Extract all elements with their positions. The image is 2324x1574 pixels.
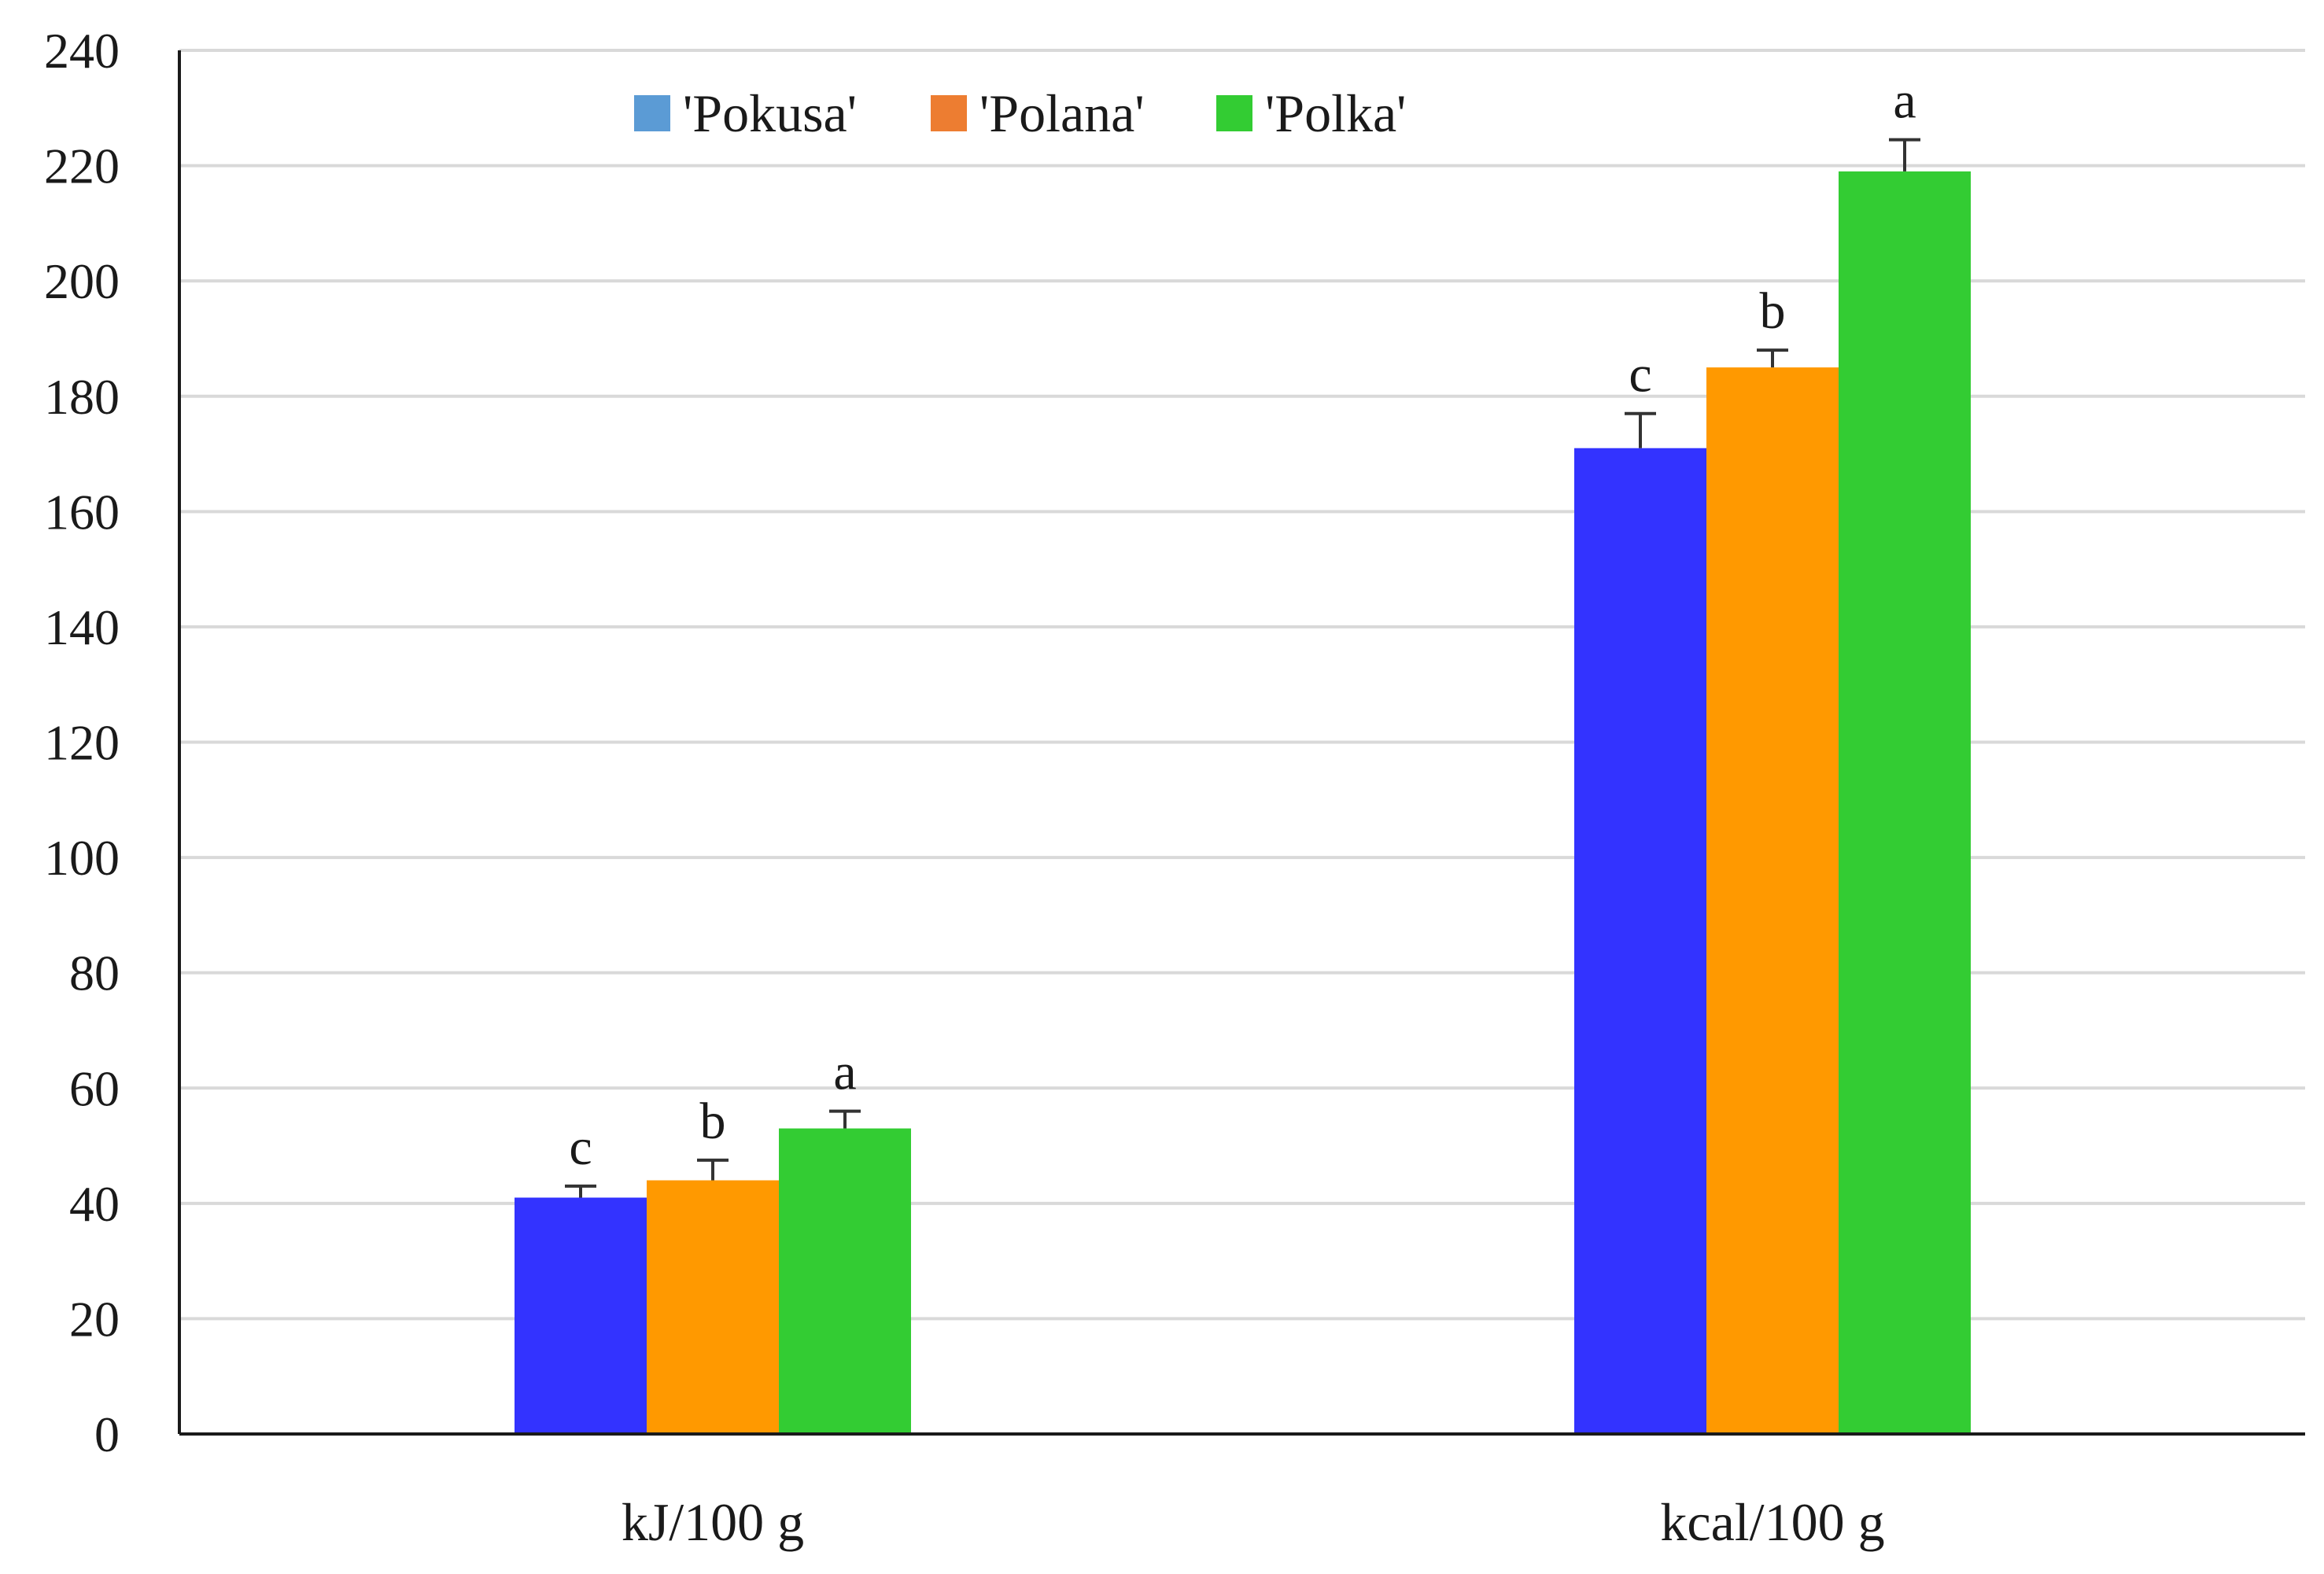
- significance-letter: a: [1893, 72, 1916, 130]
- y-tick-label: 20: [69, 1291, 120, 1347]
- significance-letter: b: [1760, 282, 1786, 340]
- legend-swatch: [1216, 95, 1252, 131]
- y-tick-label: 80: [69, 946, 120, 1001]
- gridlines: [179, 49, 2305, 1321]
- legend-label: 'Polana': [979, 83, 1145, 143]
- bar: [1706, 367, 1839, 1435]
- bar: [1574, 448, 1706, 1434]
- bars: c b a c b a: [515, 72, 1971, 1435]
- y-tick-label: 120: [44, 715, 120, 771]
- y-tick-label: 100: [44, 830, 120, 886]
- bar: [1839, 171, 1971, 1435]
- y-tick-label: 160: [44, 484, 120, 540]
- legend-item: 'Polana': [931, 83, 1145, 143]
- bar: [647, 1180, 779, 1434]
- y-tick-label: 200: [44, 253, 120, 309]
- x-category-label: kcal/100 g: [1660, 1492, 1884, 1552]
- y-tick-label: 220: [44, 138, 120, 194]
- legend-label: 'Polka': [1265, 83, 1406, 143]
- axes: [178, 50, 2305, 1436]
- significance-letter: a: [833, 1044, 856, 1101]
- y-tick-label: 60: [69, 1060, 120, 1116]
- x-axis-categories: kJ/100 g kcal/100 g: [622, 1492, 1885, 1552]
- bar: [515, 1197, 647, 1434]
- significance-letter: c: [569, 1119, 592, 1176]
- legend-swatch: [931, 95, 967, 131]
- legend-swatch: [634, 95, 670, 131]
- legend-item: 'Pokusa': [634, 83, 857, 143]
- y-tick-label: 240: [44, 23, 120, 79]
- legend: 'Pokusa' 'Polana' 'Polka': [634, 83, 1406, 143]
- y-tick-label: 0: [94, 1406, 120, 1462]
- legend-item: 'Polka': [1216, 83, 1406, 143]
- y-axis-ticks: 0 20 40 60 80 100 120 140 160 180 200 220 240: [44, 23, 120, 1462]
- y-tick-label: 140: [44, 599, 120, 655]
- legend-label: 'Pokusa': [683, 83, 857, 143]
- significance-letter: b: [700, 1093, 726, 1150]
- significance-letter: c: [1629, 346, 1651, 404]
- y-tick-label: 40: [69, 1176, 120, 1232]
- y-tick-label: 180: [44, 369, 120, 425]
- x-category-label: kJ/100 g: [622, 1492, 804, 1552]
- bar: [779, 1128, 911, 1434]
